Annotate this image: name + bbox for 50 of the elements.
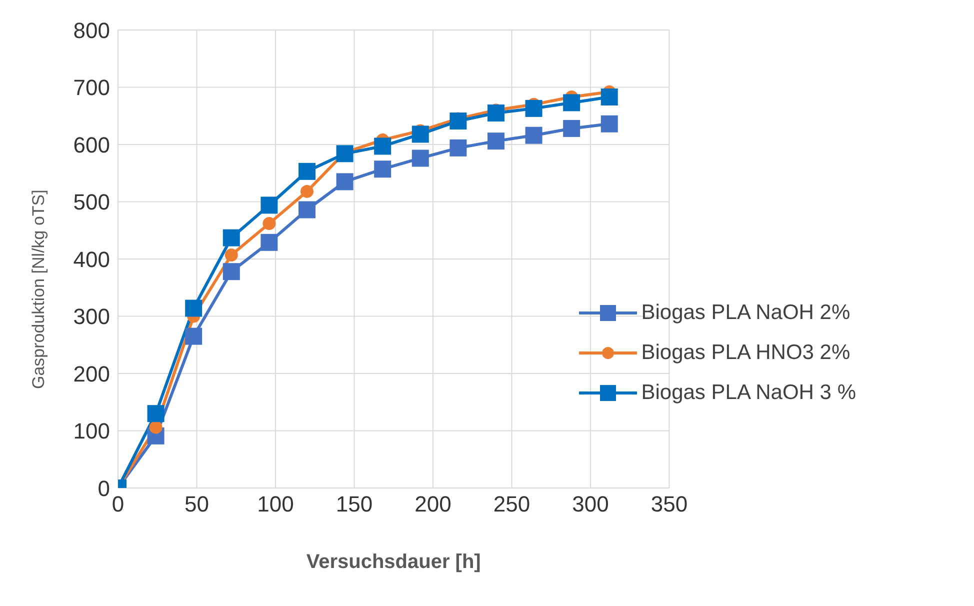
point bbox=[412, 126, 429, 143]
point bbox=[149, 420, 162, 434]
point bbox=[374, 138, 392, 155]
x-axis-title: Versuchsdauer [h] bbox=[306, 551, 481, 573]
y-axis-title: Gasproduktion [Nl/kg oTS] bbox=[29, 190, 48, 389]
y-tick-label: 300 bbox=[73, 304, 110, 330]
y-tick-label: 500 bbox=[73, 190, 110, 215]
point bbox=[300, 184, 314, 198]
point bbox=[147, 405, 164, 422]
x-tick-label: 100 bbox=[257, 492, 294, 517]
x-tick-label: 200 bbox=[414, 492, 452, 517]
x-tick-label: 250 bbox=[493, 492, 530, 517]
y-tick-label: 700 bbox=[73, 75, 110, 100]
point bbox=[262, 217, 276, 230]
x-tick-label: 50 bbox=[184, 492, 209, 517]
point bbox=[600, 88, 618, 106]
y-tick-label: 100 bbox=[73, 418, 110, 444]
point bbox=[224, 248, 238, 262]
point bbox=[336, 173, 354, 190]
point bbox=[450, 112, 467, 130]
y-tick-label: 0 bbox=[98, 476, 110, 501]
point bbox=[374, 160, 392, 178]
point bbox=[185, 328, 202, 345]
x-tick-label: 300 bbox=[572, 492, 609, 517]
x-tick-label: 150 bbox=[336, 492, 373, 517]
point bbox=[450, 139, 467, 156]
point bbox=[525, 100, 542, 117]
point bbox=[525, 126, 542, 144]
legend-label: Biogas PLA HNO3 2% bbox=[641, 340, 850, 366]
point bbox=[487, 104, 504, 122]
point bbox=[336, 145, 354, 162]
y-tick-label: 800 bbox=[73, 18, 110, 43]
point bbox=[260, 234, 278, 251]
y-tick-label: 600 bbox=[73, 132, 110, 158]
point bbox=[563, 120, 580, 137]
point bbox=[222, 263, 240, 280]
point bbox=[563, 94, 580, 112]
y-tick-label: 200 bbox=[73, 361, 110, 386]
x-tick-label: 350 bbox=[650, 492, 688, 517]
point bbox=[260, 196, 278, 214]
point bbox=[487, 132, 504, 150]
y-tick-label: 400 bbox=[73, 246, 110, 272]
legend-label: Biogas PLA NaOH 2% bbox=[641, 300, 850, 326]
point bbox=[185, 300, 202, 317]
point bbox=[412, 150, 429, 167]
point bbox=[600, 115, 618, 132]
point bbox=[298, 162, 316, 180]
point bbox=[222, 229, 240, 246]
legend-label: Biogas PLA NaOH 3 % bbox=[641, 380, 856, 406]
point bbox=[298, 201, 316, 218]
